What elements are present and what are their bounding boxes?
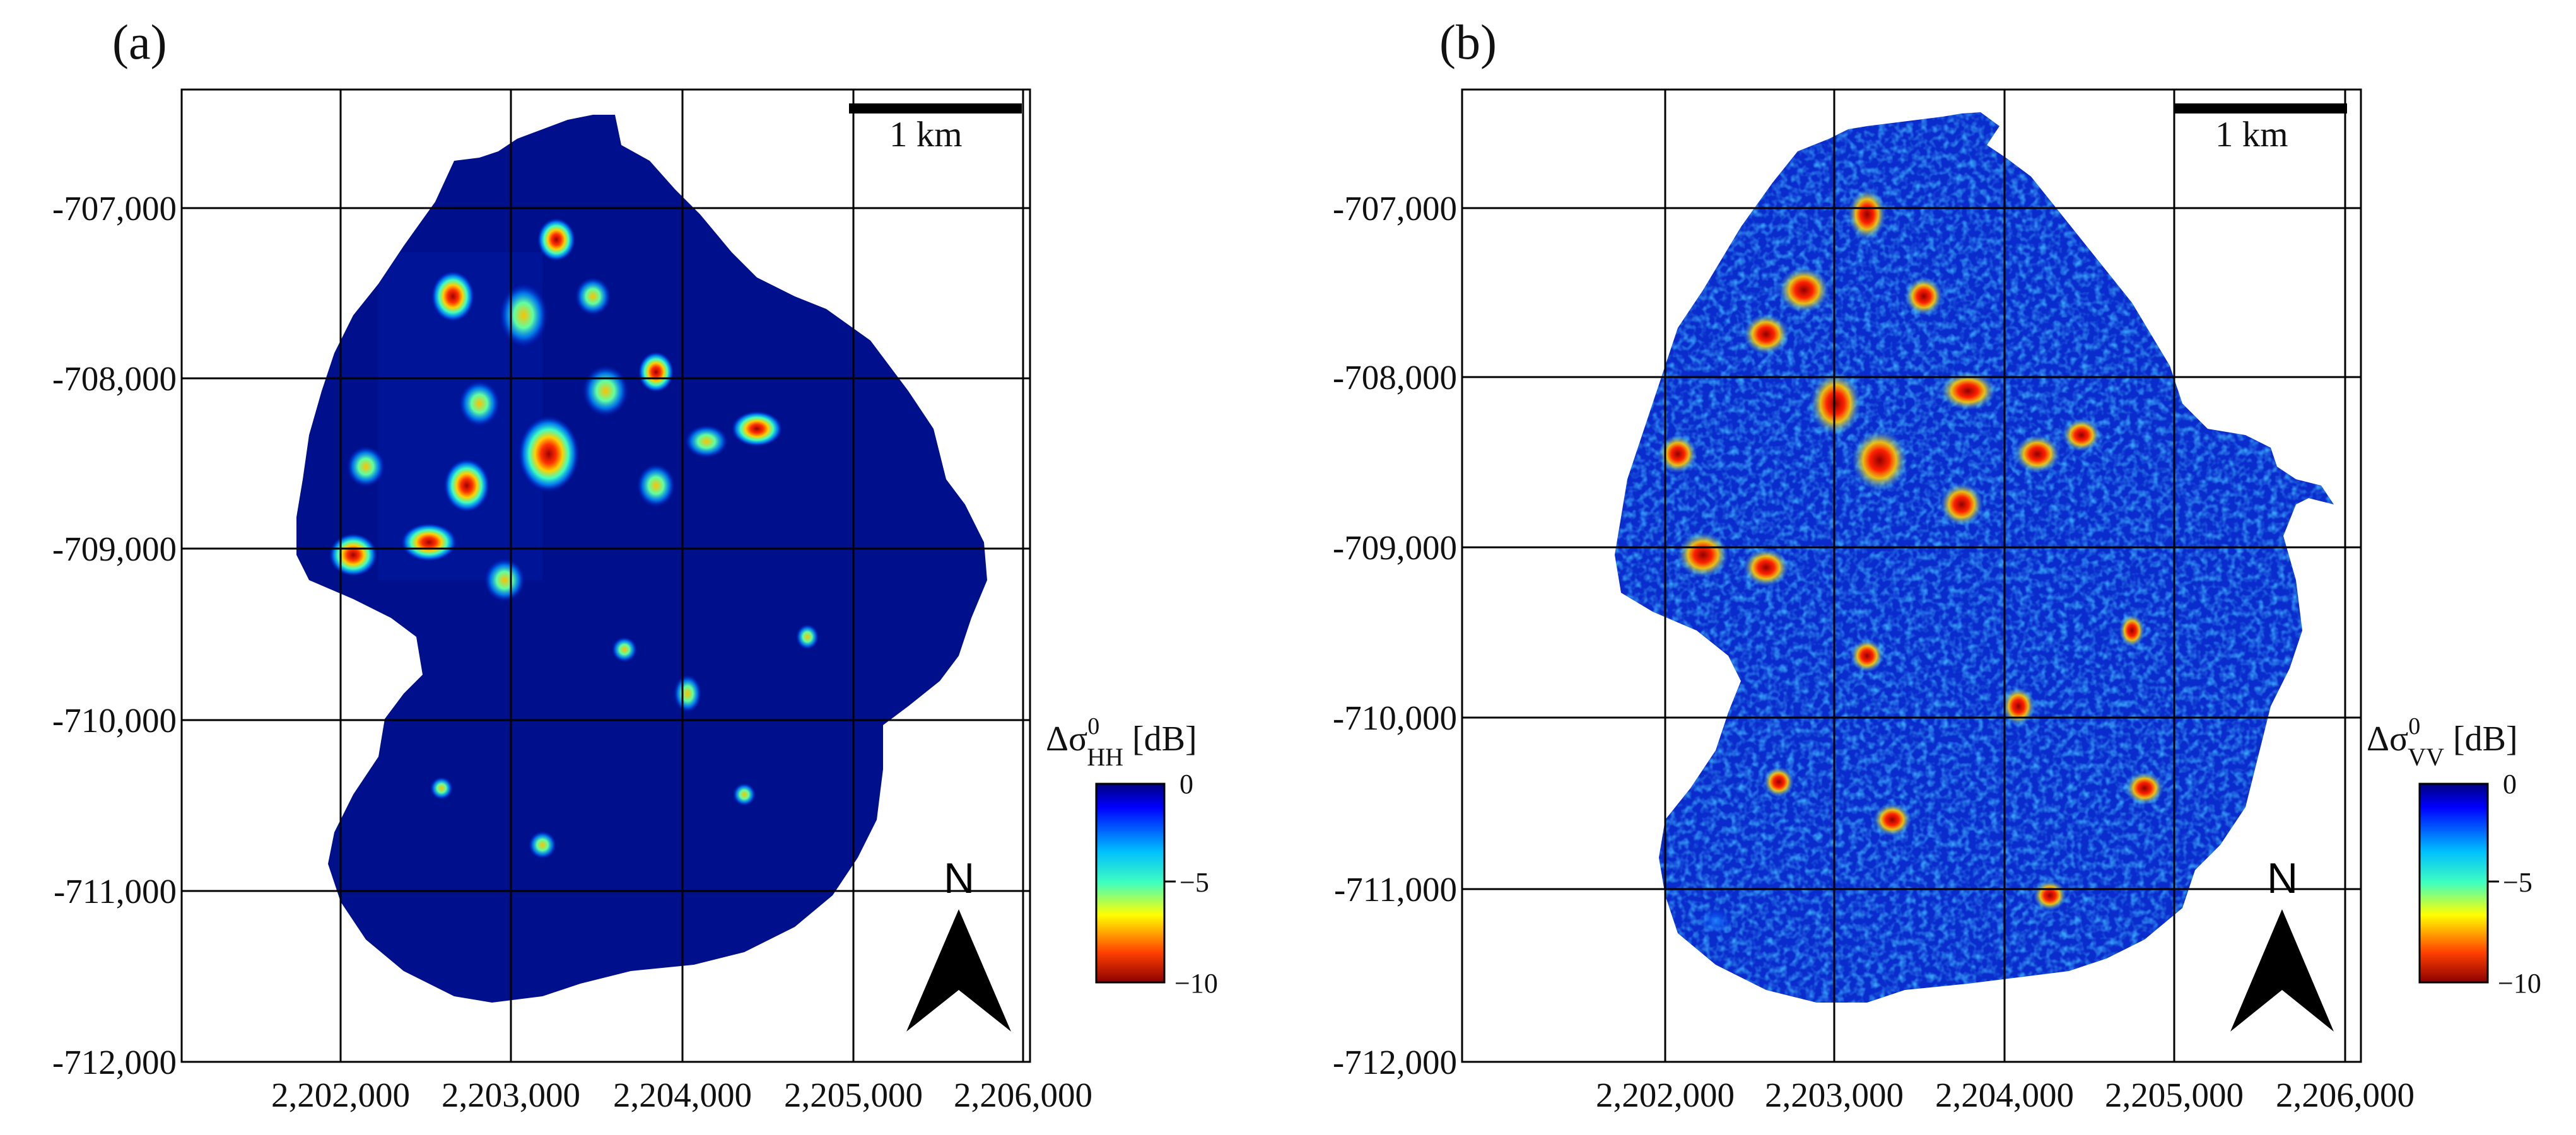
colorbar-tick-10: −10: [2498, 968, 2541, 999]
panel-a-y-ticks: -707,000 -708,000 -709,000 -710,000 -711,000…: [52, 189, 177, 1081]
north-label: N: [2267, 854, 2298, 902]
panel-a-frame: [180, 88, 1031, 1063]
panel-b: (b): [1333, 15, 2541, 1114]
y-tick-label: -709,000: [1333, 528, 1457, 567]
y-tick-label: -710,000: [1333, 699, 1457, 737]
y-tick-label: -707,000: [52, 189, 177, 228]
x-tick-label: 2,203,000: [1765, 1076, 1904, 1114]
x-tick-label: 2,205,000: [784, 1076, 923, 1114]
north-label: N: [944, 854, 975, 902]
panel-b-raster: [1615, 112, 2334, 1003]
panel-a-north-arrow: N: [906, 854, 1011, 1032]
y-tick-label: -711,000: [1334, 870, 1457, 909]
panel-a-raster: [296, 115, 987, 1003]
north-arrow-right-icon: [959, 909, 1011, 1032]
scale-bar-label: 1 km: [2215, 115, 2288, 154]
colorbar-tick-5: −5: [1180, 867, 1209, 898]
north-arrow-right-icon: [2282, 909, 2334, 1032]
scale-bar-line: [2174, 103, 2347, 114]
panel-b-north-arrow: N: [2230, 854, 2334, 1032]
colorbar-tick-0: 0: [1180, 769, 1193, 800]
x-tick-label: 2,204,000: [1935, 1076, 2074, 1114]
x-tick-label: 2,202,000: [1596, 1076, 1735, 1114]
panel-b-x-ticks: 2,202,000 2,203,000 2,204,000 2,205,000 2,20…: [1596, 1076, 2415, 1114]
colorbar-tick-5: −5: [2503, 867, 2532, 898]
y-tick-label: -707,000: [1333, 189, 1457, 228]
y-tick-label: -711,000: [54, 872, 177, 911]
colorbar-ramp: [2418, 783, 2489, 984]
y-tick-label: -710,000: [52, 701, 177, 740]
north-arrow-icon: [2230, 909, 2282, 1032]
panel-a-x-ticks: 2,202,000 2,203,000 2,204,000 2,205,000 2,20…: [271, 1076, 1092, 1114]
colorbar-tick-10: −10: [1174, 968, 1218, 999]
north-arrow-icon: [906, 909, 959, 1032]
panel-a-scale-bar: 1 km: [849, 103, 1022, 154]
x-tick-label: 2,205,000: [2105, 1076, 2244, 1114]
colorbar-title: Δσ0 HH [dB]: [1046, 713, 1197, 771]
panel-b-grid: [1462, 90, 2361, 1062]
y-tick-label: -708,000: [52, 359, 177, 398]
y-tick-label: -712,000: [1333, 1043, 1457, 1081]
scale-bar-line: [849, 103, 1022, 114]
panel-a-grid: [182, 90, 1030, 1062]
y-tick-label: -712,000: [52, 1043, 177, 1081]
x-tick-label: 2,206,000: [2276, 1076, 2415, 1114]
panel-a: (a): [52, 15, 1218, 1114]
x-tick-label: 2,204,000: [613, 1076, 752, 1114]
scale-bar-label: 1 km: [889, 115, 963, 154]
colorbar-title: Δσ0 VV [dB]: [2367, 713, 2518, 771]
panel-b-label: (b): [1439, 15, 1497, 69]
panel-b-y-ticks: -707,000 -708,000 -709,000 -710,000 -711,000…: [1333, 189, 1457, 1081]
x-tick-label: 2,206,000: [954, 1076, 1092, 1114]
colorbar-ramp: [1095, 783, 1166, 984]
panel-b-scale-bar: 1 km: [2174, 103, 2347, 154]
y-tick-label: -709,000: [52, 530, 177, 568]
x-tick-label: 2,203,000: [442, 1076, 580, 1114]
panel-a-label: (a): [112, 15, 167, 69]
panel-b-frame: [1461, 88, 2362, 1063]
colorbar-tick-0: 0: [2503, 769, 2517, 800]
panel-b-colorbar: Δσ0 VV [dB] 0 −5 −10: [2367, 713, 2541, 999]
panel-a-colorbar: Δσ0 HH [dB] 0 −5 −10: [1046, 713, 1218, 999]
x-tick-label: 2,202,000: [271, 1076, 410, 1114]
y-tick-label: -708,000: [1333, 358, 1457, 397]
